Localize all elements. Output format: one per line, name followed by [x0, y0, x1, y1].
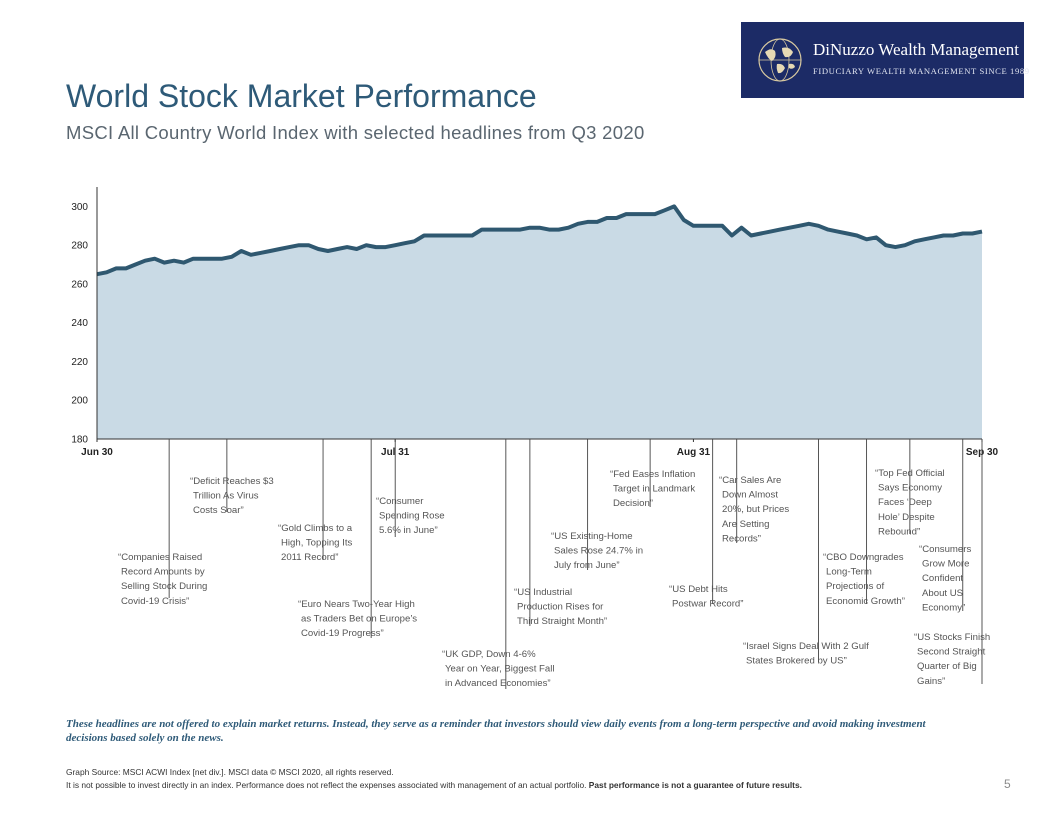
- annotation-line: Sales Rose 24.7% in: [554, 546, 643, 557]
- disclaimer-text: These headlines are not offered to expla…: [66, 718, 926, 744]
- annotation-line: Economic Growth”: [826, 596, 905, 607]
- annotation-line: Third Straight Month”: [517, 616, 607, 627]
- annotation-line: “US Stocks Finish: [914, 632, 990, 643]
- annotation-line: Faces ‘Deep: [878, 497, 932, 508]
- y-tick-label: 200: [71, 396, 88, 407]
- annotation-headline: “Consumers Grow More Confident About US Econ…: [919, 544, 971, 613]
- index-line: [96, 204, 983, 277]
- annotation-headline: “Companies Raised Record Amounts by Sellin…: [118, 552, 207, 607]
- annotation-line: Covid-19 Progress”: [301, 628, 384, 639]
- annotation-line: “Companies Raised: [118, 552, 202, 563]
- annotation-line: Year on Year, Biggest Fall: [445, 664, 555, 675]
- annotation-line: July from June”: [554, 560, 620, 571]
- x-tick-label: Jun 30: [81, 447, 113, 458]
- annotation-headline: “US Industrial Production Rises for Third …: [514, 587, 607, 627]
- annotation-line: Rebound”: [878, 526, 920, 537]
- annotation-headline: “Euro Nears Two-Year High as Traders Bet …: [298, 599, 417, 639]
- annotation-line: “US Existing-Home: [551, 531, 633, 542]
- annotation-headline: “Fed Eases Inflation Target in Landmark De…: [610, 469, 695, 509]
- annotation-line: Record Amounts by: [121, 567, 205, 578]
- annotation-headline: “Gold Climbs to a High, Topping Its 2011 R…: [278, 523, 353, 563]
- annotation-line: Are Setting: [722, 519, 769, 530]
- page-title: World Stock Market Performance: [66, 78, 537, 114]
- logo-name: DiNuzzo Wealth Management: [813, 40, 1020, 59]
- annotation-headline: “Top Fed Official Says Economy Faces ‘Deep…: [875, 468, 945, 537]
- y-tick-label: 180: [71, 435, 88, 446]
- y-tick-label: 300: [71, 202, 88, 213]
- annotation-line: “UK GDP, Down 4-6%: [442, 649, 536, 660]
- annotation-line: “Deficit Reaches $3: [190, 476, 274, 487]
- annotation-line: Long-Term: [826, 567, 872, 578]
- annotation-line: Selling Stock During: [121, 581, 207, 592]
- logo-tagline: FIDUCIARY WEALTH MANAGEMENT SINCE 1989: [813, 66, 1030, 76]
- annotation-line: Trillion As Virus: [193, 491, 259, 502]
- annotation-line: Down Almost: [722, 490, 778, 501]
- y-tick-label: 240: [71, 318, 88, 329]
- annotation-line: Grow More: [922, 559, 969, 570]
- annotation-headline: “Consumer Spending Rose 5.6% in June”: [376, 496, 445, 536]
- annotation-headline: “US Existing-Home Sales Rose 24.7% in July…: [551, 531, 643, 571]
- annotation-line: “Israel Signs Deal With 2 Gulf: [743, 641, 869, 652]
- annotation-line: “Consumer: [376, 496, 424, 507]
- annotation-headline: “US Stocks Finish Second Straight Quarter …: [914, 632, 990, 687]
- annotation-line: “US Industrial: [514, 587, 572, 598]
- annotation-line: High, Topping Its: [281, 538, 352, 549]
- annotation-line: Production Rises for: [517, 602, 604, 613]
- annotation-line: “Top Fed Official: [875, 468, 945, 479]
- annotation-line: “Car Sales Are: [719, 475, 781, 486]
- index-area: [97, 206, 982, 439]
- annotation-headline: “Deficit Reaches $3 Trillion As Virus Cost…: [190, 476, 274, 516]
- annotation-line: Decision”: [613, 498, 653, 509]
- annotation-line: Says Economy: [878, 483, 942, 494]
- footer-note: It is not possible to invest directly in…: [66, 780, 802, 790]
- annotation-line: as Traders Bet on Europe’s: [301, 614, 417, 625]
- y-tick-label: 260: [71, 279, 88, 290]
- annotation-line: “Gold Climbs to a: [278, 523, 353, 534]
- annotation-line: Spending Rose: [379, 511, 445, 522]
- annotation-headline: “CBO Downgrades Long-Term Projections of Ec…: [823, 552, 905, 607]
- y-tick-label: 280: [71, 241, 88, 252]
- x-tick-label: Aug 31: [677, 447, 711, 458]
- graph-source: Graph Source: MSCI ACWI Index [net div.]…: [66, 767, 394, 777]
- annotation-line: Records”: [722, 533, 761, 544]
- company-logo: DiNuzzo Wealth Management FIDUCIARY WEAL…: [741, 22, 1029, 98]
- annotation-line: Economy”: [922, 602, 965, 613]
- annotation-line: in Advanced Economies”: [445, 678, 551, 689]
- annotation-line: 20%, but Prices: [722, 504, 789, 515]
- annotation-line: Hole’ Despite: [878, 512, 935, 523]
- annotation-line: “Consumers: [919, 544, 971, 555]
- annotation-line: Gains”: [917, 676, 945, 687]
- globe-icon: [758, 38, 802, 82]
- annotation-line: Covid-19 Crisis”: [121, 596, 189, 607]
- annotation-line: 5.6% in June”: [379, 525, 438, 536]
- annotation-line: Confident: [922, 573, 963, 584]
- annotation-line: “Euro Nears Two-Year High: [298, 599, 415, 610]
- annotation-line: Target in Landmark: [613, 484, 695, 495]
- annotation-headline: “UK GDP, Down 4-6% Year on Year, Biggest …: [442, 649, 555, 689]
- annotation-headline: “Car Sales Are Down Almost 20%, but Prices…: [719, 475, 789, 544]
- annotation-line: Projections of: [826, 581, 884, 592]
- footer-note-bold: Past performance is not a guarantee of f…: [588, 780, 802, 790]
- annotation-line: About US: [922, 588, 963, 599]
- annotation-line: States Brokered by US”: [746, 656, 847, 667]
- page-number: 5: [1004, 777, 1011, 791]
- annotation-line: Costs Soar”: [193, 505, 244, 516]
- annotation-line: Postwar Record”: [672, 599, 743, 610]
- annotation-line: “CBO Downgrades: [823, 552, 904, 563]
- annotation-headline: “Israel Signs Deal With 2 Gulf States Bro…: [743, 641, 869, 667]
- annotation-line: 2011 Record”: [281, 552, 338, 563]
- footer-note-text: It is not possible to invest directly in…: [66, 780, 587, 790]
- annotation-headline: “US Debt Hits Postwar Record”: [669, 584, 743, 610]
- annotation-line: “US Debt Hits: [669, 584, 728, 595]
- annotation-line: Quarter of Big: [917, 661, 977, 672]
- annotation-line: “Fed Eases Inflation: [610, 469, 695, 480]
- page-subtitle: MSCI All Country World Index with select…: [66, 122, 645, 143]
- y-tick-label: 220: [71, 357, 88, 368]
- annotation-line: Second Straight: [917, 647, 986, 658]
